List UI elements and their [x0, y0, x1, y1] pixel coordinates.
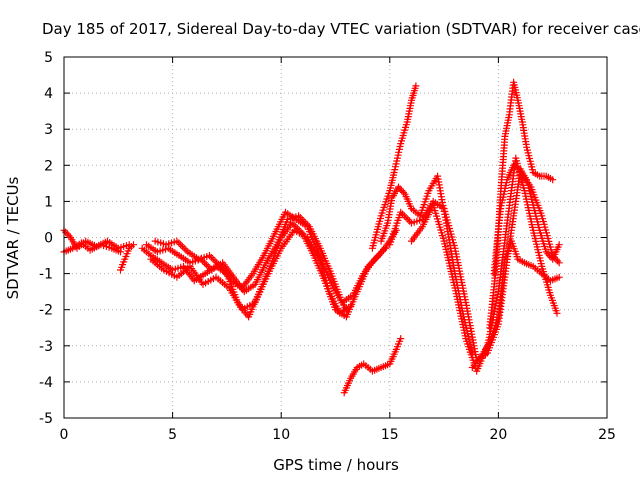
series-track-10 — [377, 172, 476, 357]
series-track-2 — [60, 239, 124, 256]
x-tick-label: 5 — [168, 427, 177, 443]
y-tick-label: -4 — [39, 375, 53, 391]
data-point — [555, 259, 563, 267]
x-tick-label: 0 — [60, 427, 69, 443]
series-track-14 — [486, 78, 557, 332]
plot-frame — [63, 56, 608, 419]
y-tick-label: -2 — [39, 303, 53, 319]
series-track-9 — [368, 82, 420, 252]
y-tick-label: 2 — [44, 158, 53, 174]
series-track-5 — [143, 212, 389, 306]
data-point — [553, 309, 561, 317]
series-line — [343, 338, 402, 393]
x-axis-label: GPS time / hours — [273, 456, 399, 474]
series-track-3 — [117, 241, 137, 274]
series-track-15 — [490, 161, 563, 278]
series-track-8 — [340, 335, 405, 397]
data-point — [397, 335, 405, 343]
data-point — [549, 176, 557, 184]
data-series — [60, 78, 563, 397]
data-point — [117, 248, 124, 256]
y-tick-label: 4 — [44, 86, 53, 102]
y-tick-label: 0 — [44, 231, 53, 247]
y-tick-label: -5 — [39, 411, 53, 427]
series-track-7 — [151, 208, 355, 317]
x-tick-label: 20 — [489, 427, 507, 443]
data-point — [347, 302, 355, 310]
data-point — [555, 241, 563, 249]
y-tick-label: 5 — [44, 50, 53, 66]
chart-title: Day 185 of 2017, Sidereal Day-to-day VTE… — [42, 20, 640, 38]
series-line — [146, 215, 386, 304]
y-tick-label: 3 — [44, 122, 53, 138]
x-tick-label: 15 — [381, 427, 399, 443]
y-tick-label: 1 — [44, 194, 53, 210]
data-point — [412, 82, 420, 90]
x-tick-label: 10 — [272, 427, 290, 443]
data-point — [555, 273, 563, 281]
data-point — [382, 244, 389, 252]
data-point — [130, 241, 137, 249]
grid — [64, 57, 607, 418]
y-axis-label: SDTVAR / TECUs — [4, 176, 22, 299]
y-tick-label: -1 — [39, 267, 53, 283]
x-tick-label: 25 — [598, 427, 616, 443]
series-track-13 — [468, 237, 563, 371]
series-track-6 — [147, 226, 350, 314]
y-tick-label: -3 — [39, 339, 53, 355]
